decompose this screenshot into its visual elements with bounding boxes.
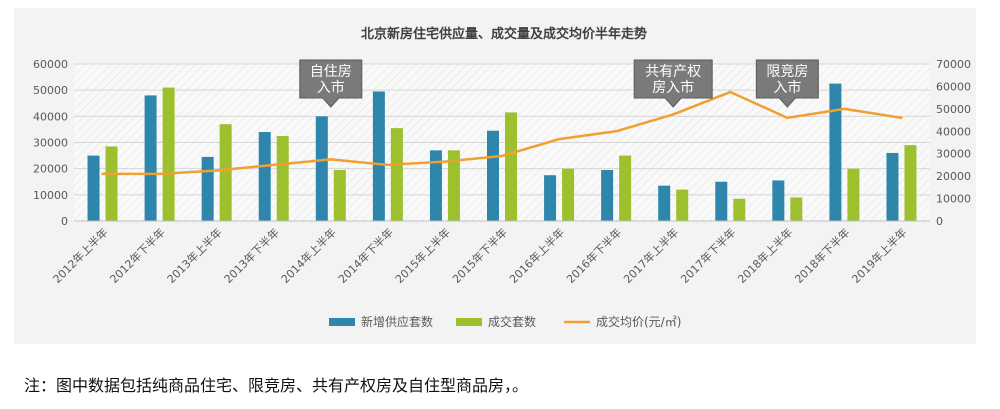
legend-label: 成交套数 xyxy=(488,314,536,329)
price-point xyxy=(329,158,332,161)
annotation-callout xyxy=(633,59,713,108)
y-right-tick-label: 70000 xyxy=(936,58,971,71)
legend-label: 新增供应套数 xyxy=(361,314,433,329)
supply-bar xyxy=(144,95,157,221)
y-right-tick-label: 50000 xyxy=(936,103,971,116)
supply-bar xyxy=(372,91,385,221)
annotation-text: 限竞房 xyxy=(766,63,808,80)
y-left-tick-label: 10000 xyxy=(33,189,68,202)
sales-bar xyxy=(505,112,517,221)
price-point xyxy=(500,154,504,158)
y-right-tick-label: 60000 xyxy=(936,80,971,93)
sales-bar xyxy=(733,198,746,221)
supply-bar xyxy=(658,185,671,221)
sales-bar xyxy=(333,169,346,221)
price-point xyxy=(557,137,561,141)
price-point xyxy=(672,113,675,116)
x-tick-label: 2018年下半年 xyxy=(792,225,853,286)
y-right-tick-label: 20000 xyxy=(936,170,971,183)
supply-bar xyxy=(601,169,614,221)
legend-swatch-sales xyxy=(456,318,482,326)
price-point xyxy=(215,169,218,172)
price-point xyxy=(158,172,161,176)
price-point xyxy=(729,90,732,94)
x-tick-label: 2019年上半年 xyxy=(849,225,910,286)
price-point xyxy=(786,116,789,120)
x-tick-label: 2014年下半年 xyxy=(335,225,396,286)
annotation-callout xyxy=(755,59,819,108)
x-tick-label: 2013年下半年 xyxy=(221,225,282,286)
price-point xyxy=(614,130,618,133)
sales-bar xyxy=(105,146,118,221)
annotation-text: 共有产权 xyxy=(645,64,701,80)
y-left-tick-label: 20000 xyxy=(33,163,68,176)
x-tick-label: 2016年上半年 xyxy=(506,225,567,286)
x-tick-label: 2012年上半年 xyxy=(50,225,111,286)
annotation-text: 入市 xyxy=(317,79,345,96)
sales-bar xyxy=(619,155,632,221)
supply-bar xyxy=(315,116,328,221)
sales-bar xyxy=(276,135,289,221)
y-right-tick-label: 10000 xyxy=(936,193,971,206)
x-tick-label: 2018年上半年 xyxy=(735,225,796,286)
sales-bar xyxy=(676,189,689,221)
price-point xyxy=(386,163,390,167)
x-tick-label: 2013年上半年 xyxy=(164,225,225,286)
y-right-tick-label: 40000 xyxy=(936,125,971,138)
annotation-text: 自住房 xyxy=(310,64,352,80)
annotation-text: 入市 xyxy=(773,79,801,96)
y-left-tick-label: 40000 xyxy=(33,110,68,123)
price-point xyxy=(101,172,104,176)
footnote: 注：图中数据包括纯商品住宅、限竞房、共有产权房及自住型商品房，。 xyxy=(24,376,529,395)
supply-bar xyxy=(87,155,100,221)
x-tick-label: 2015年下半年 xyxy=(449,225,510,286)
chart-title: 北京新房住宅供应量、成交量及成交均价半年走势 xyxy=(361,26,647,42)
price-point xyxy=(900,116,903,120)
x-tick-label: 2017年上半年 xyxy=(621,225,682,286)
y-left-tick-label: 60000 xyxy=(33,58,68,71)
sales-bar xyxy=(447,150,460,221)
sales-bar xyxy=(390,128,403,221)
y-left-tick-label: 0 xyxy=(61,215,68,228)
annotation-text: 房入市 xyxy=(652,79,694,96)
price-point xyxy=(272,163,275,167)
chart-panel: 北京新房住宅供应量、成交量及成交均价半年走势 0 10000 20000 30000 4… xyxy=(14,8,976,344)
price-point xyxy=(843,107,846,111)
y-left-tick-label: 50000 xyxy=(33,84,68,97)
sales-bar xyxy=(847,168,860,221)
price-point xyxy=(443,160,447,163)
supply-bar xyxy=(772,180,785,221)
sales-bar xyxy=(562,168,575,221)
supply-bar xyxy=(487,130,499,221)
x-tick-label: 2016年下半年 xyxy=(563,225,624,286)
supply-bar xyxy=(258,132,271,221)
legend-label: 成交均价(元/㎡) xyxy=(596,314,681,329)
x-tick-label: 2017年下半年 xyxy=(678,225,739,286)
y-right-tick-label: 0 xyxy=(936,215,943,228)
sales-bar xyxy=(162,87,175,221)
sales-bar xyxy=(904,145,917,221)
x-tick-label: 2014年上半年 xyxy=(278,225,339,286)
x-tick-label: 2015年上半年 xyxy=(392,225,453,286)
supply-bar xyxy=(715,181,728,221)
supply-bar xyxy=(429,150,442,221)
y-left-tick-label: 30000 xyxy=(33,137,68,150)
legend-swatch-supply xyxy=(329,318,355,326)
y-right-tick-label: 30000 xyxy=(936,148,971,161)
chart-svg: 北京新房住宅供应量、成交量及成交均价半年走势 0 10000 20000 30000 4… xyxy=(33,26,971,329)
annotation-callout xyxy=(299,59,363,108)
supply-bar xyxy=(201,156,214,221)
supply-bar xyxy=(544,175,557,221)
sales-bar xyxy=(790,197,803,221)
sales-bar xyxy=(219,124,232,221)
x-tick-label: 2012年下半年 xyxy=(107,225,168,286)
supply-bar xyxy=(886,152,899,221)
supply-bar xyxy=(829,83,842,221)
